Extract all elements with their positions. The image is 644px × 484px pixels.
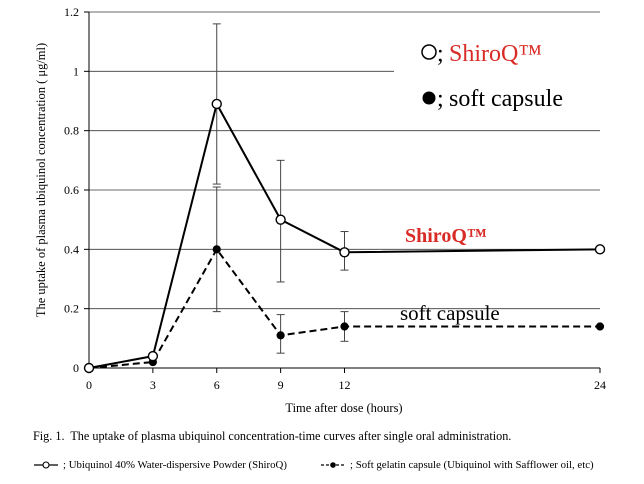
legend-item-shiroq: ; ShiroQ™ xyxy=(421,41,542,67)
y-tick-label: 0.4 xyxy=(64,242,79,256)
y-axis-label: The uptake of plasma ubiquinol concentra… xyxy=(34,43,48,317)
data-point xyxy=(340,322,349,331)
legend-label-soft-capsule: soft capsule xyxy=(449,86,563,112)
x-tick-label: 12 xyxy=(339,378,351,392)
annotation-shiroq: ShiroQ™ xyxy=(405,225,487,247)
y-tick-label: 0.6 xyxy=(64,183,79,197)
axes: 0 0.2 0.4 0.6 0.8 1 1.2 0 3 6 9 12 24 xyxy=(64,5,606,392)
x-axis-label: Time after dose (hours) xyxy=(285,401,402,415)
footer-legend-item-soft-capsule: ; Soft gelatin capsule (Ubiquinol with S… xyxy=(320,458,594,472)
y-tick-label: 1.2 xyxy=(64,5,79,19)
y-tick-label: 1 xyxy=(73,64,79,78)
y-tick-label: 0 xyxy=(73,361,79,375)
data-point xyxy=(83,362,95,374)
legend-separator: ; xyxy=(437,41,444,67)
gridlines xyxy=(89,11,600,310)
data-point xyxy=(275,214,286,225)
data-point xyxy=(147,350,159,362)
legend-item-soft-capsule: ; soft capsule xyxy=(422,86,563,112)
series-line-soft-capsule xyxy=(88,248,600,369)
legend-separator: ; xyxy=(437,86,444,112)
legend-background xyxy=(394,20,600,124)
x-tick-label: 0 xyxy=(86,378,92,392)
footer-legend: ; Ubiquinol 40% Water-dispersive Powder … xyxy=(33,458,633,474)
figure-caption: Fig. 1. The uptake of plasma ubiquinol c… xyxy=(33,429,512,443)
x-tick-label: 6 xyxy=(214,378,220,392)
line-chart: 0 0.2 0.4 0.6 0.8 1 1.2 0 3 6 9 12 24 ; ShiroQ™ ; so… xyxy=(34,5,606,415)
data-point xyxy=(594,244,606,255)
footer-legend-text: ; Ubiquinol 40% Water-dispersive Powder … xyxy=(63,459,287,471)
x-tick-label: 3 xyxy=(150,378,156,392)
chart-legend: ; ShiroQ™ ; soft capsule xyxy=(421,41,563,112)
footer-legend-text: ; Soft gelatin capsule (Ubiquinol with S… xyxy=(350,459,594,471)
data-point xyxy=(211,98,222,110)
annotation-soft-capsule: soft capsule xyxy=(400,301,500,325)
data-point xyxy=(339,247,350,258)
series-line-shiroq xyxy=(88,102,601,369)
data-point xyxy=(276,331,285,340)
data-point xyxy=(212,245,221,254)
plot-series xyxy=(83,23,606,374)
x-tick-label: 24 xyxy=(594,378,606,392)
footer-legend-item-shiroq: ; Ubiquinol 40% Water-dispersive Powder … xyxy=(33,458,287,472)
open-circle-marker-icon xyxy=(421,44,437,60)
y-tick-label: 0.8 xyxy=(64,124,79,138)
y-tick-label: 0.2 xyxy=(64,302,79,316)
filled-circle-marker-icon xyxy=(422,91,436,105)
dashed-line-filled-circle-icon xyxy=(320,460,346,470)
legend-label-shiroq: ShiroQ™ xyxy=(449,41,542,67)
data-point xyxy=(595,322,605,331)
solid-line-open-circle-icon xyxy=(33,460,59,470)
x-tick-label: 9 xyxy=(278,378,284,392)
